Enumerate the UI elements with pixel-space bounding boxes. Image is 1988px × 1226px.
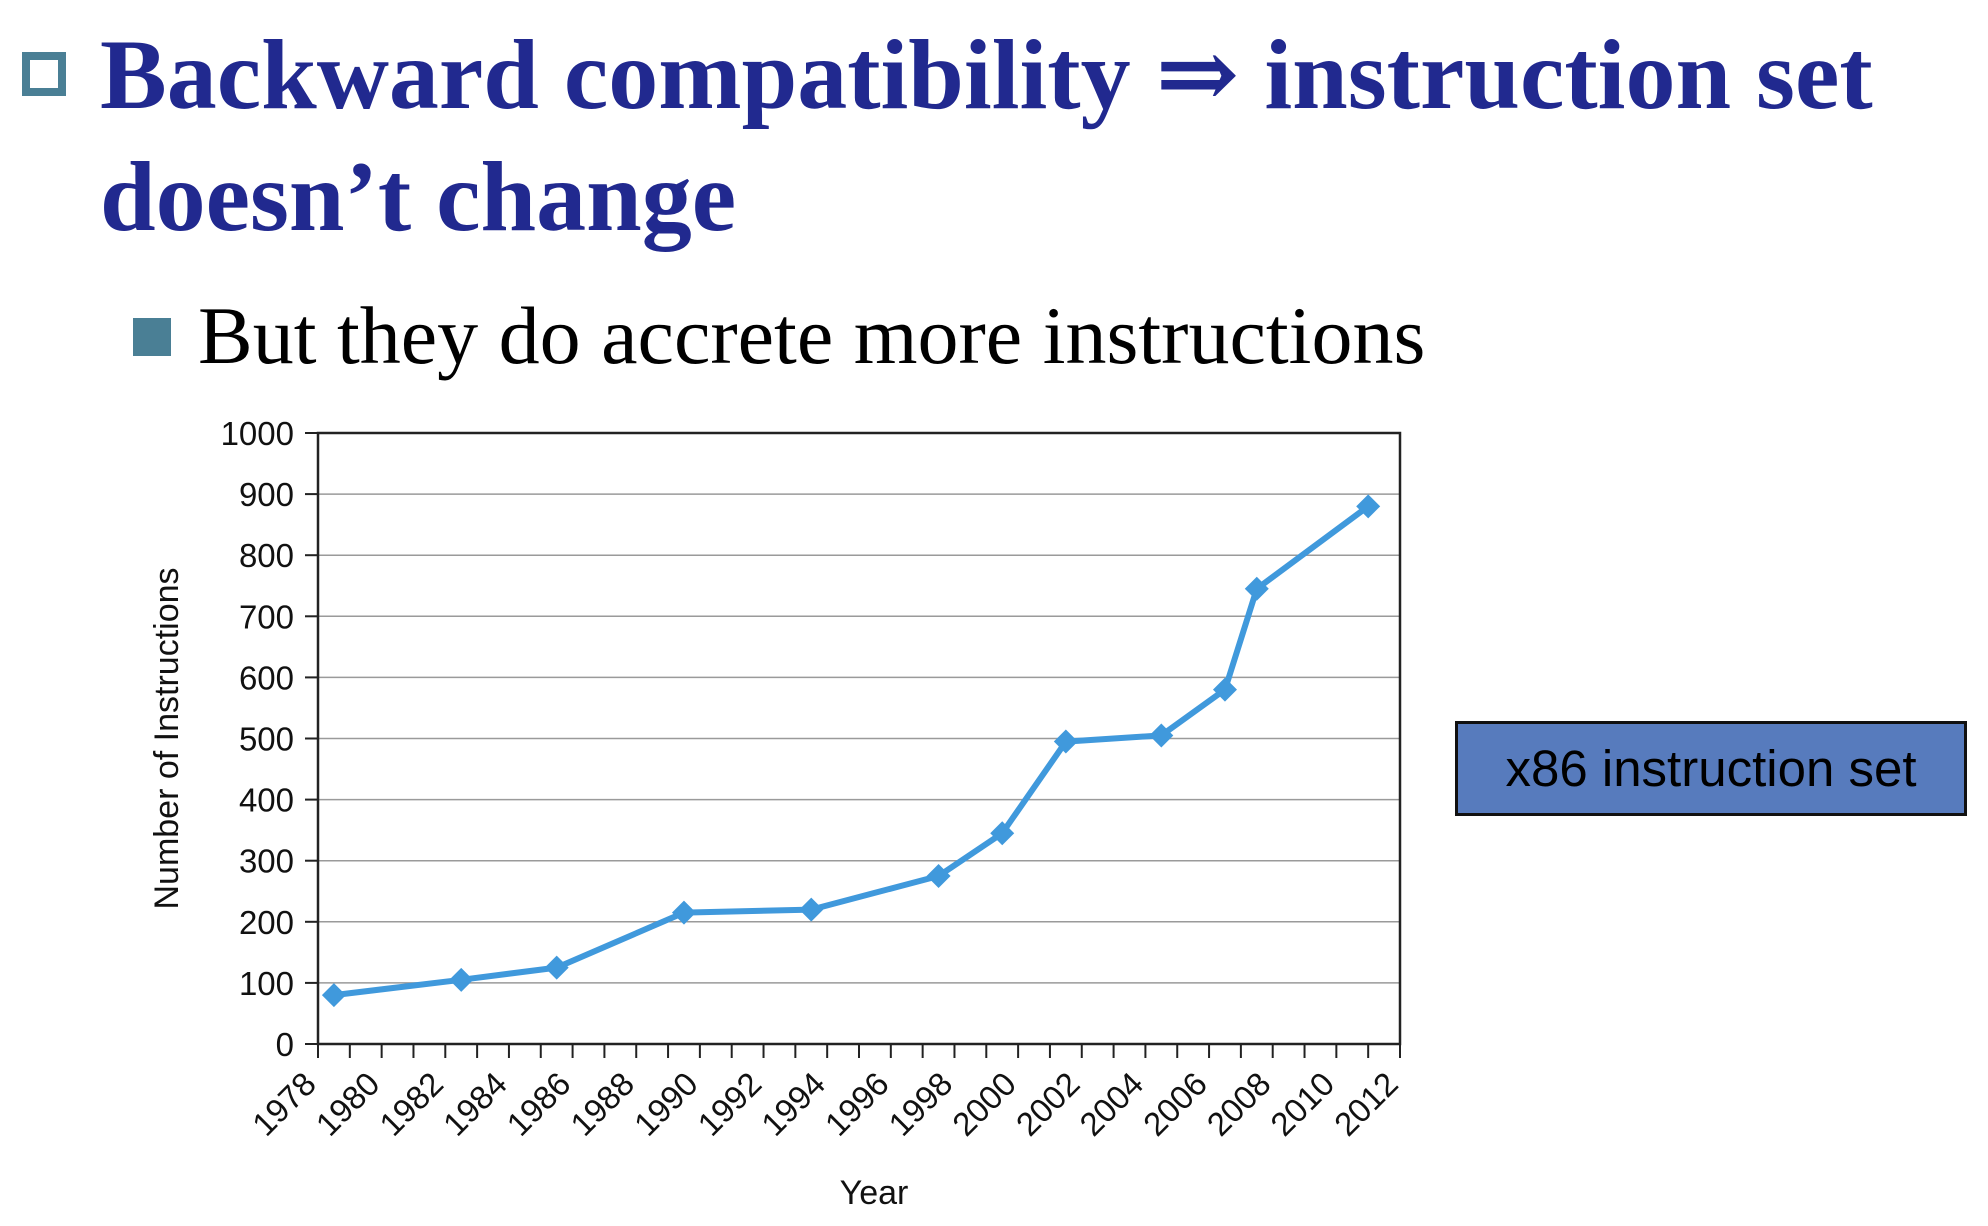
- axis-ticks: [305, 432, 1401, 1058]
- x-tick-label: 2008: [1200, 1065, 1278, 1143]
- y-tick-label: 200: [239, 904, 294, 941]
- data-point-marker: [1053, 729, 1078, 754]
- series-line-0: [330, 503, 1372, 999]
- x-tick-label: 2002: [1009, 1065, 1087, 1143]
- data-point-marker: [1356, 494, 1381, 519]
- y-tick-label: 500: [239, 721, 294, 758]
- x-tick-label: 2000: [945, 1065, 1023, 1143]
- bullet-text: But they do accrete more instructions: [198, 290, 1426, 381]
- y-tick-label: 800: [239, 537, 294, 574]
- data-point-marker: [1149, 723, 1174, 748]
- data-point-marker: [926, 863, 951, 888]
- x-tick-label: 1980: [309, 1065, 387, 1143]
- x-tick-label: 2012: [1327, 1065, 1405, 1143]
- y-tick-label: 1000: [221, 415, 294, 452]
- x-axis-title: Year: [840, 1174, 909, 1212]
- x-tick-label: 2006: [1136, 1065, 1214, 1143]
- data-point-marker: [544, 955, 569, 980]
- y-tick-label: 600: [239, 659, 294, 696]
- x-tick-label: 1988: [563, 1065, 641, 1143]
- x-tick-label: 1990: [627, 1065, 705, 1143]
- x-tick-label: 1998: [881, 1065, 959, 1143]
- data-point-marker: [449, 967, 474, 992]
- y-tick-labels: 0 100 200 300 400 500 600 700 800 900 1000: [221, 415, 294, 1063]
- data-point-marker: [671, 900, 696, 925]
- y-tick-label: 400: [239, 782, 294, 819]
- y-tick-label: 100: [239, 965, 294, 1002]
- y-tick-label: 900: [239, 476, 294, 513]
- x-tick-label: 2004: [1072, 1065, 1150, 1143]
- y-tick-label: 300: [239, 843, 294, 880]
- x-tick-labels: 1978198019821984198619881990199219941996…: [245, 1065, 1405, 1143]
- x-tick-label: 1996: [818, 1065, 896, 1143]
- slide-title: Backward compatibility ⇒ instruction set…: [100, 19, 1873, 252]
- x-tick-label: 1992: [690, 1065, 768, 1143]
- data-point-marker: [990, 821, 1015, 846]
- title-bullet-icon: [22, 52, 66, 96]
- y-axis-title: Number of Instructions: [148, 567, 186, 909]
- series-layer: [321, 494, 1381, 1008]
- data-point-marker: [1212, 677, 1237, 702]
- y-tick-label: 0: [276, 1026, 294, 1063]
- x-tick-label: 1986: [499, 1065, 577, 1143]
- x-tick-label: 1994: [754, 1065, 832, 1143]
- x-tick-label: 1984: [436, 1065, 514, 1143]
- data-point-marker: [321, 983, 346, 1008]
- y-tick-label: 700: [239, 598, 294, 635]
- sub-bullet-icon: [133, 318, 171, 356]
- callout-label: x86 instruction set: [1455, 721, 1967, 816]
- data-point-marker: [799, 897, 824, 922]
- x-tick-label: 1982: [372, 1065, 450, 1143]
- x-tick-label: 1978: [245, 1065, 323, 1143]
- x-tick-label: 2010: [1263, 1065, 1341, 1143]
- grid-lines: [318, 493, 1400, 984]
- data-point-marker: [1244, 576, 1269, 601]
